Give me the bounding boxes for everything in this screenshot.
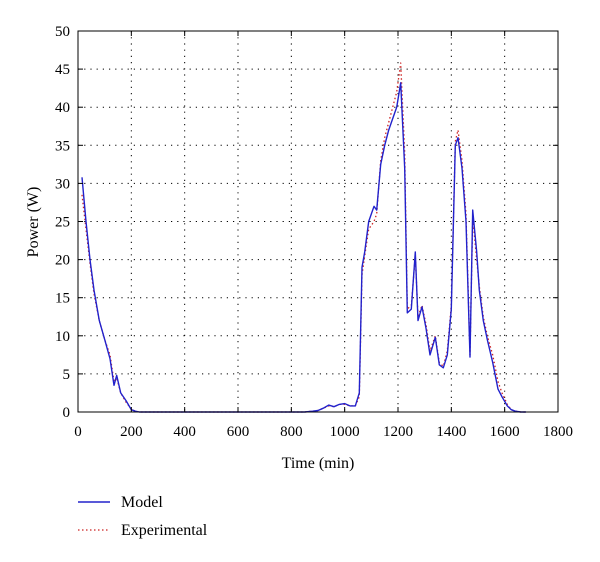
y-tick-label: 10 (55, 329, 70, 345)
x-tick-label: 800 (280, 424, 303, 440)
y-tick-label: 15 (55, 291, 70, 307)
y-tick-label: 25 (55, 215, 70, 231)
series-line-experimental (81, 62, 526, 413)
y-tick-label: 40 (55, 100, 70, 116)
y-tick-label: 45 (55, 62, 70, 78)
y-tick-label: 20 (55, 253, 70, 269)
legend-label-experimental: Experimental (121, 522, 208, 539)
y-tick-label: 30 (55, 176, 70, 192)
x-tick-label: 1000 (330, 424, 360, 440)
x-axis-label: Time (min) (282, 455, 355, 472)
x-tick-label: 600 (227, 424, 250, 440)
x-tick-label: 0 (74, 424, 82, 440)
y-tick-label: 5 (63, 367, 71, 383)
series-line-model (81, 82, 526, 413)
x-tick-label: 1600 (490, 424, 520, 440)
legend-label-model: Model (121, 494, 163, 511)
y-axis-label: Power (W) (25, 187, 42, 258)
y-tick-label: 50 (55, 24, 70, 40)
tick-labels: 0 200 400 600 800 1000 1200 1400 1600 1800 0 5 10 15 2… (55, 24, 573, 440)
y-tick-label: 0 (63, 405, 71, 421)
legend: Model Experimental (78, 494, 208, 539)
x-tick-label: 1400 (436, 424, 466, 440)
grid (78, 31, 558, 412)
ticks (77, 30, 559, 413)
x-tick-label: 400 (173, 424, 196, 440)
x-tick-label: 1200 (383, 424, 413, 440)
series-layer (81, 62, 526, 413)
x-tick-label: 1800 (543, 424, 573, 440)
y-tick-label: 35 (55, 138, 70, 154)
plot-frame (77, 30, 559, 413)
x-tick-label: 200 (120, 424, 143, 440)
